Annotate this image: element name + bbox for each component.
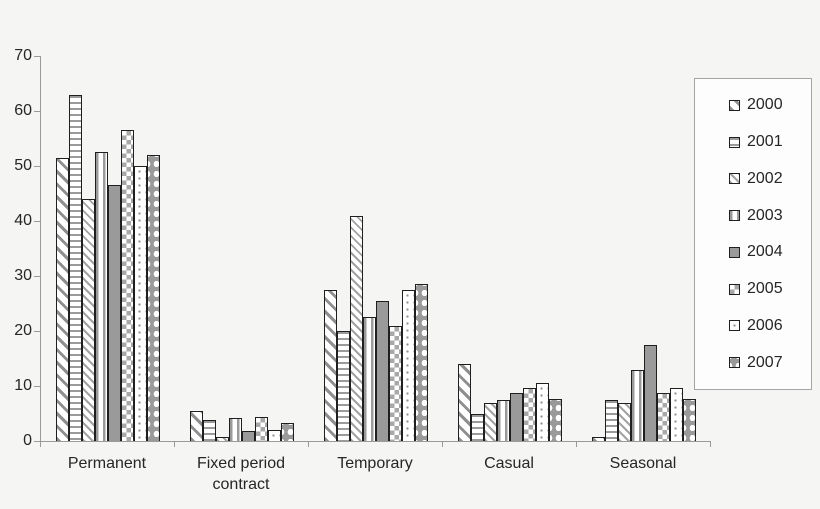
bar-2000 [190,410,203,441]
legend-item-2001: 2001 [729,133,807,151]
bar-2002 [484,402,497,441]
bar-2006 [402,289,415,441]
y-tick-label-50: 50 [14,157,32,174]
x-category-label: Temporary [337,455,413,472]
legend-swatch-diagonal-thin-icon [729,173,740,185]
bar-2003 [229,417,242,441]
bar-2007 [281,422,294,441]
bar-2000 [592,436,605,441]
y-tick-mark [34,111,40,112]
legend-item-2003: 2003 [729,207,807,225]
bar-2007 [415,284,428,441]
y-tick-label-30: 30 [14,267,32,284]
bar-2004 [510,392,523,441]
y-tick-label-20: 20 [14,322,32,339]
legend-label: 2003 [747,206,783,224]
y-tick-mark [34,166,40,167]
y-tick-label-10: 10 [14,377,32,394]
y-tick-mark [34,56,40,57]
bar-2007 [683,398,696,441]
legend-label: 2004 [747,243,783,261]
legend-label: 2002 [747,169,783,187]
legend-swatch-horizontal-stripes-icon [729,136,740,148]
bar-2004 [376,300,389,441]
legend-label: 2007 [747,353,783,371]
bar-2007 [549,398,562,441]
legend-item-2006: 2006 [729,317,807,335]
bar-2000 [458,364,471,441]
y-tick-mark [34,221,40,222]
bar-2003 [631,369,644,441]
bar-group-temporary [309,56,443,441]
bar-2000 [56,157,69,441]
y-tick-label-60: 60 [14,102,32,119]
legend-swatch-dots-light-icon [729,320,740,332]
bar-2006 [268,430,281,441]
bar-2003 [497,399,510,441]
legend-item-2007: 2007 [729,354,807,372]
y-tick-label-70: 70 [14,47,32,64]
y-tick-mark [34,441,40,442]
y-tick-mark [34,331,40,332]
legend-swatch-solid-gray-icon [729,246,740,258]
bar-2002 [82,199,95,441]
y-tick-mark [34,386,40,387]
legend-label: 2006 [747,316,783,334]
bar-2001 [203,420,216,441]
bar-2006 [670,387,683,441]
x-tick-mark [40,441,41,447]
x-tick-mark [308,441,309,447]
bar-2004 [242,431,255,441]
bar-2006 [134,166,147,441]
bar-2001 [605,399,618,441]
bar-2001 [471,413,484,441]
legend-swatch-diagonal-wide-icon [729,99,740,111]
legend-item-2005: 2005 [729,280,807,298]
x-tick-mark [576,441,577,447]
bar-2005 [523,387,536,441]
bar-group-permanent [41,56,175,441]
bar-2006 [536,383,549,441]
bar-2005 [255,416,268,441]
legend-swatch-diamonds-gray-icon [729,357,740,369]
legend-label: 2000 [747,96,783,114]
x-category-label: Fixed period contract [196,455,286,493]
plot-area [40,56,711,442]
legend: 2000 2001 2002 2003 2004 2005 2006 2007 [694,78,812,390]
x-category-label: Permanent [67,455,147,472]
y-tick-label-40: 40 [14,212,32,229]
legend-label: 2001 [747,133,783,151]
legend-label: 2005 [747,280,783,298]
bar-2000 [324,289,337,441]
bar-2007 [147,155,160,441]
y-tick-mark [34,276,40,277]
bar-2003 [363,317,376,441]
x-tick-mark [174,441,175,447]
legend-swatch-checkerboard-icon [729,283,740,295]
bar-2002 [216,436,229,441]
y-tick-label-0: 0 [23,432,32,449]
legend-item-2000: 2000 [729,96,807,114]
bar-2002 [350,215,363,441]
bar-2003 [95,152,108,441]
x-tick-mark [710,441,711,447]
legend-item-2004: 2004 [729,243,807,261]
bar-2001 [337,331,350,441]
bar-2001 [69,94,82,441]
bar-2005 [389,325,402,441]
bar-2002 [618,402,631,441]
bar-group-fixed-period-contract [175,56,309,441]
bar-2005 [657,392,670,441]
bar-group-seasonal [577,56,711,441]
legend-item-2002: 2002 [729,170,807,188]
x-category-label: Seasonal [609,455,677,472]
bar-2004 [644,344,657,441]
bar-2005 [121,130,134,441]
x-tick-mark [442,441,443,447]
bar-2004 [108,185,121,441]
legend-swatch-vertical-stripes-icon [729,210,740,222]
bar-group-casual [443,56,577,441]
x-category-label: Casual [484,455,534,472]
